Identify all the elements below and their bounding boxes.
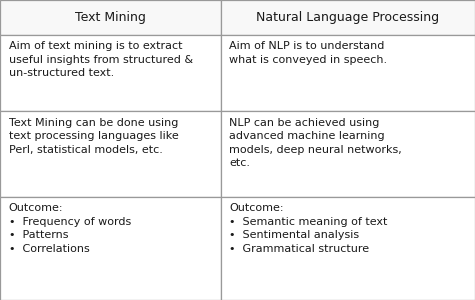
Text: Outcome:
•  Semantic meaning of text
•  Sentimental analysis
•  Grammatical stru: Outcome: • Semantic meaning of text • Se…: [229, 203, 388, 254]
Text: Natural Language Processing: Natural Language Processing: [256, 11, 439, 24]
Bar: [0, 0, 221, 34]
Text: Aim of text mining is to extract
useful insights from structured &
un-structured: Aim of text mining is to extract useful …: [9, 41, 193, 78]
Bar: [221, 34, 475, 111]
Text: Text Mining can be done using
text processing languages like
Perl, statistical m: Text Mining can be done using text proce…: [9, 118, 178, 155]
Text: NLP can be achieved using
advanced machine learning
models, deep neural networks: NLP can be achieved using advanced machi…: [229, 118, 402, 168]
Bar: [221, 0, 475, 34]
Bar: [221, 196, 475, 300]
Text: Aim of NLP is to understand
what is conveyed in speech.: Aim of NLP is to understand what is conv…: [229, 41, 388, 65]
Bar: [221, 111, 475, 196]
Text: Outcome:
•  Frequency of words
•  Patterns
•  Correlations: Outcome: • Frequency of words • Patterns…: [9, 203, 131, 254]
Bar: [0, 34, 221, 111]
Text: Text Mining: Text Mining: [75, 11, 146, 24]
Bar: [0, 111, 221, 196]
Bar: [0, 196, 221, 300]
